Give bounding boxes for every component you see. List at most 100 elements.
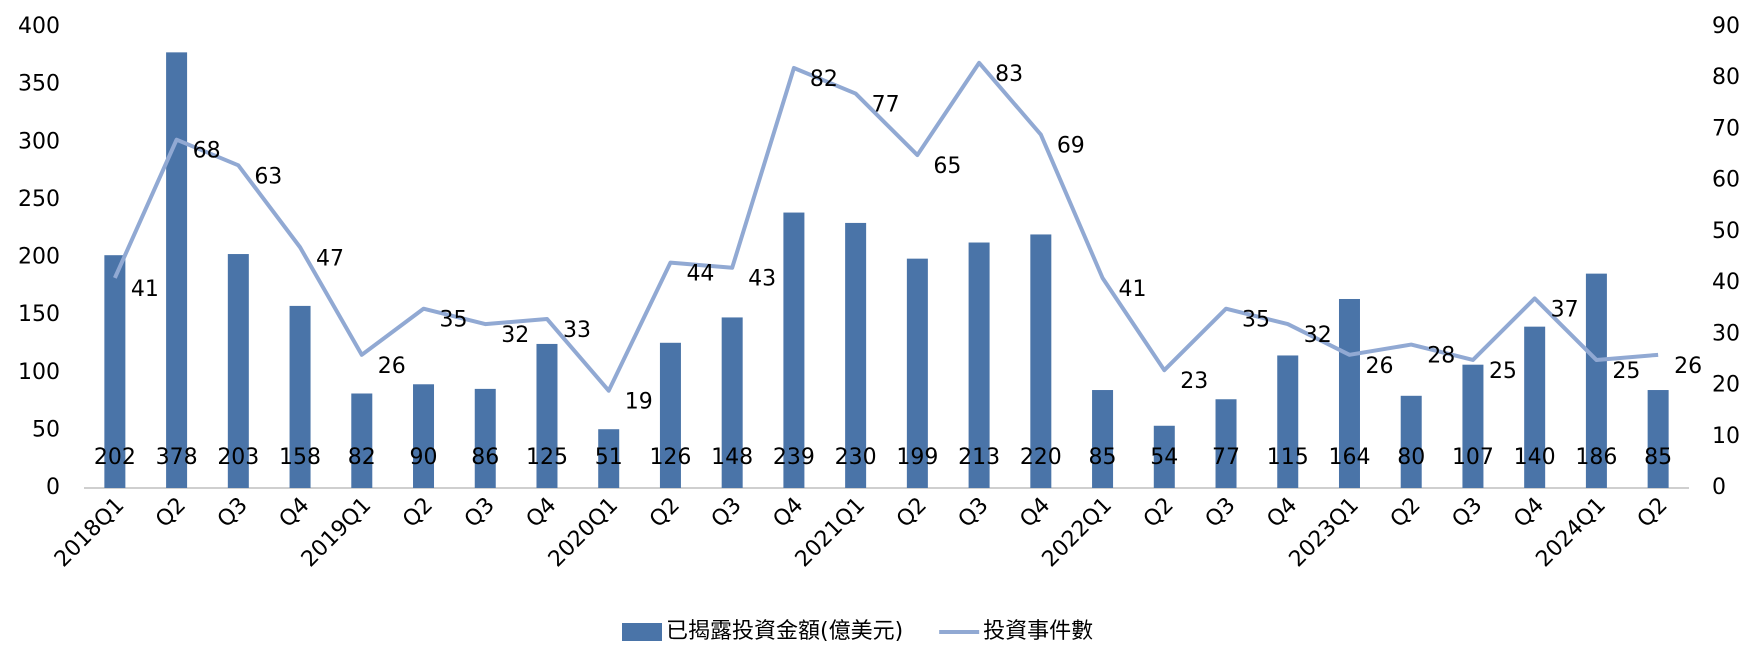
line-value-label: 44	[686, 262, 714, 287]
bar-value-label: 148	[711, 445, 753, 470]
x-tick-label: Q3	[707, 493, 747, 533]
line-value-label: 26	[378, 354, 406, 379]
line-value-label: 33	[563, 318, 591, 343]
bar-value-label: 82	[348, 445, 376, 470]
y-tick-label: 50	[32, 417, 60, 442]
bar-value-label: 199	[896, 445, 938, 470]
bar-value-label: 220	[1020, 445, 1062, 470]
bar	[1277, 355, 1299, 488]
y-tick-label: 350	[18, 72, 60, 97]
bar	[598, 429, 620, 488]
line-value-label: 26	[1365, 354, 1393, 379]
bar	[413, 384, 435, 488]
bar	[1462, 364, 1484, 488]
x-tick-label: Q3	[213, 493, 253, 533]
bar-value-label: 54	[1150, 445, 1178, 470]
line-value-label: 69	[1057, 134, 1085, 159]
x-tick-label: Q2	[892, 493, 932, 533]
line-value-label: 32	[501, 323, 529, 348]
bar-value-label: 51	[595, 445, 623, 470]
line-value-label: 26	[1674, 354, 1702, 379]
x-tick-label: Q2	[645, 493, 685, 533]
y2-tick-label: 10	[1712, 424, 1740, 449]
y-tick-label: 250	[18, 187, 60, 212]
bar	[659, 342, 681, 488]
line-value-label: 32	[1304, 323, 1332, 348]
bar	[968, 242, 990, 488]
line-value-label: 65	[933, 154, 961, 179]
bar	[1400, 395, 1422, 488]
bar-value-label: 202	[94, 445, 136, 470]
bar-value-label: 115	[1267, 445, 1309, 470]
x-tick-label: Q4	[769, 493, 809, 533]
y2-tick-label: 60	[1712, 168, 1740, 193]
y2-tick-label: 30	[1712, 321, 1740, 346]
legend-label: 已揭露投資金額(億美元)	[666, 619, 903, 644]
x-tick-label: Q4	[522, 493, 562, 533]
x-tick-label: Q2	[1386, 493, 1426, 533]
bar-value-label: 186	[1575, 445, 1617, 470]
y2-tick-label: 50	[1712, 219, 1740, 244]
line-value-label: 23	[1180, 369, 1208, 394]
y-tick-label: 0	[46, 475, 60, 500]
bar	[1524, 326, 1546, 488]
bar	[227, 254, 249, 488]
bar	[783, 212, 805, 489]
bar-value-label: 107	[1452, 445, 1494, 470]
line-value-label: 35	[1242, 308, 1270, 333]
y-tick-label: 150	[18, 302, 60, 327]
bar-value-label: 158	[279, 445, 321, 470]
y2-tick-label: 90	[1712, 14, 1740, 39]
bar	[1092, 390, 1114, 488]
line-value-label: 25	[1612, 359, 1640, 384]
bar-value-label: 77	[1212, 445, 1240, 470]
bar-value-label: 126	[649, 445, 691, 470]
line-value-label: 43	[748, 267, 776, 292]
line-value-label: 82	[810, 67, 838, 92]
bar	[1338, 298, 1360, 488]
bar	[845, 222, 867, 489]
line-value-label: 28	[1427, 344, 1455, 369]
x-tick-label: Q2	[398, 493, 438, 533]
x-tick-label: Q4	[275, 493, 315, 533]
legend-swatch	[622, 623, 662, 641]
x-tick-label: Q4	[1015, 493, 1055, 533]
bar	[1647, 390, 1669, 488]
x-tick-label: Q3	[1448, 493, 1488, 533]
y2-tick-label: 20	[1712, 373, 1740, 398]
x-tick-label: Q3	[460, 493, 500, 533]
bar-value-label: 85	[1089, 445, 1117, 470]
y2-tick-label: 40	[1712, 270, 1740, 295]
bar	[721, 317, 743, 488]
bar-value-label: 86	[471, 445, 499, 470]
line-value-label: 37	[1551, 297, 1579, 322]
bar	[166, 52, 188, 488]
bar	[1030, 234, 1052, 488]
bar-value-label: 125	[526, 445, 568, 470]
y2-tick-label: 0	[1712, 475, 1726, 500]
x-tick-label: Q3	[1201, 493, 1241, 533]
bar	[289, 305, 311, 488]
bar	[1153, 425, 1175, 488]
x-tick-label: Q2	[151, 493, 191, 533]
x-tick-label: Q4	[1262, 493, 1302, 533]
y-tick-label: 200	[18, 245, 60, 270]
x-tick-label: 2018Q1	[50, 493, 129, 572]
line-value-label: 41	[1119, 277, 1147, 302]
bar-value-label: 239	[773, 445, 815, 470]
y2-tick-label: 70	[1712, 116, 1740, 141]
bar-value-label: 164	[1328, 445, 1370, 470]
line-value-label: 19	[625, 390, 653, 415]
bar-value-label: 203	[217, 445, 259, 470]
bar	[351, 393, 373, 488]
y-tick-label: 400	[18, 14, 60, 39]
bar-value-label: 230	[835, 445, 877, 470]
bar-value-label: 378	[156, 445, 198, 470]
bar	[1585, 273, 1607, 488]
x-tick-label: Q2	[1139, 493, 1179, 533]
bar	[906, 258, 928, 488]
bar	[104, 255, 126, 488]
bar	[1215, 399, 1237, 488]
y-tick-label: 300	[18, 129, 60, 154]
